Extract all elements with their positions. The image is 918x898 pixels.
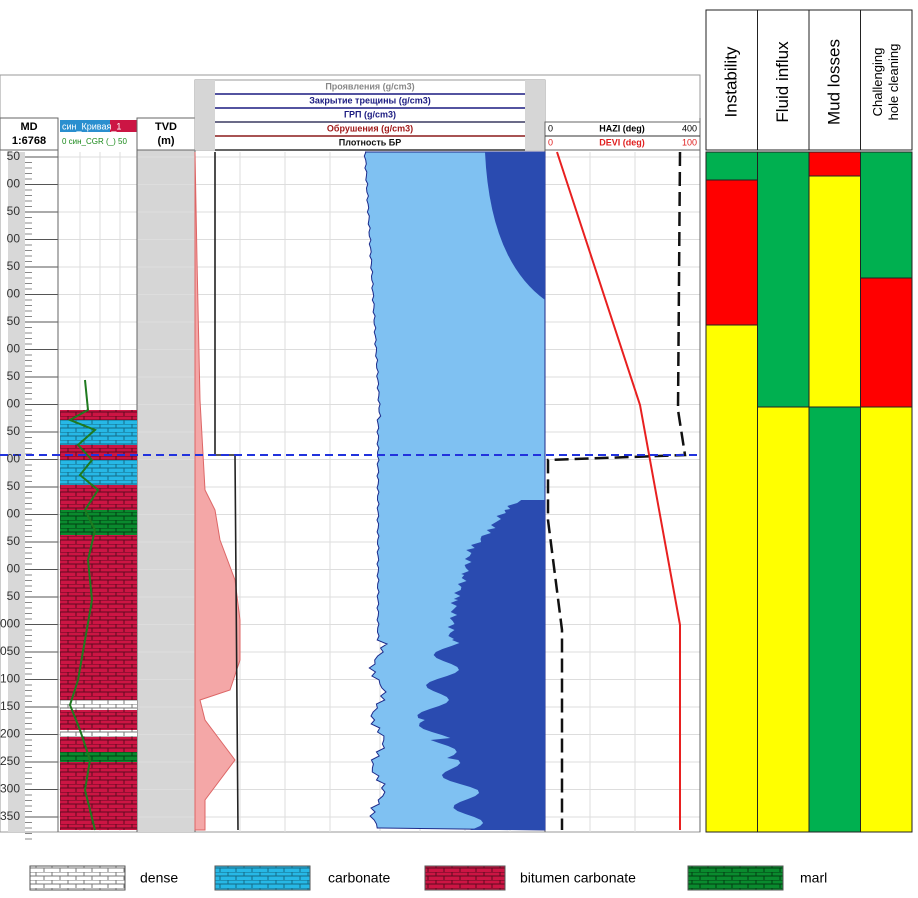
risk-cell bbox=[808, 151, 861, 177]
legend-swatch bbox=[29, 865, 126, 891]
devi-min: 0 bbox=[548, 137, 553, 147]
depth-label: 50 bbox=[7, 259, 21, 273]
litho-carbonate bbox=[60, 460, 137, 485]
legend-swatch bbox=[687, 865, 784, 891]
risk-cell bbox=[705, 151, 758, 181]
depth-strip bbox=[8, 152, 25, 832]
legend-swatch bbox=[214, 865, 311, 891]
legend-label: dense bbox=[140, 870, 178, 886]
legend-label: carbonate bbox=[328, 870, 390, 886]
header-margin bbox=[525, 80, 545, 150]
risk-cell bbox=[860, 277, 913, 408]
depth-label: 50 bbox=[7, 314, 21, 328]
tvd-unit: (m) bbox=[157, 135, 174, 147]
litho-dense bbox=[60, 730, 137, 737]
md-header bbox=[0, 117, 59, 151]
curve-label: Обрушения (g/cm3) bbox=[327, 123, 413, 133]
risk-title: Mud losses bbox=[824, 39, 843, 125]
hazi-name: HAZI (deg) bbox=[599, 123, 645, 133]
legend-swatch bbox=[424, 865, 506, 891]
litho-marl bbox=[60, 752, 137, 762]
depth-label: 050 bbox=[0, 644, 20, 658]
depth-label: 00 bbox=[7, 562, 21, 576]
risk-title: Fluid influx bbox=[773, 41, 792, 123]
risk-cell bbox=[808, 175, 861, 408]
cgr-header: 0 син_CGR (_) 50 bbox=[62, 137, 127, 146]
depth-label: 250 bbox=[0, 754, 20, 768]
risk-cell bbox=[705, 324, 758, 833]
depth-label: 00 bbox=[7, 452, 21, 466]
depth-label: 00 bbox=[7, 232, 21, 246]
depth-label: 100 bbox=[0, 672, 20, 686]
pressure-curve-labels: Проявления (g/cm3) Закрытие трещины (g/cm… bbox=[215, 81, 525, 151]
cgr-curve bbox=[67, 379, 100, 831]
litho-dense bbox=[60, 700, 137, 710]
kick-fill bbox=[417, 500, 545, 830]
depth-label: 200 bbox=[0, 727, 20, 741]
risk-table: Instability Fluid influx Mud losses Challen… bbox=[705, 9, 913, 833]
frac-zone bbox=[485, 152, 545, 300]
log-area: MD 1:6768 син_Кривая_1 0 син_CGR (_) 50 … bbox=[0, 74, 701, 840]
depth-label: 00 bbox=[7, 507, 21, 521]
depth-label: 50 bbox=[7, 204, 21, 218]
headers: MD 1:6768 син_Кривая_1 0 син_CGR (_) 50 … bbox=[0, 79, 701, 151]
legend-label: marl bbox=[800, 870, 827, 886]
depth-label: 00 bbox=[7, 397, 21, 411]
risk-cell bbox=[757, 406, 810, 833]
curve-label: Плотность БР bbox=[339, 137, 401, 147]
depth-label: 50 bbox=[7, 534, 21, 548]
risk-cell bbox=[705, 179, 758, 326]
litho-carbonate bbox=[60, 420, 137, 445]
depth-label: 50 bbox=[7, 479, 21, 493]
depth-label: 150 bbox=[0, 699, 20, 713]
depth-label: 50 bbox=[7, 424, 21, 438]
devi-curve bbox=[556, 151, 681, 830]
devi-name: DEVI (deg) bbox=[599, 137, 645, 147]
curve-label: ГРП (g/cm3) bbox=[344, 109, 396, 119]
risk-cell bbox=[808, 406, 861, 833]
depth-label: 00 bbox=[7, 287, 21, 301]
depth-label: 50 bbox=[7, 149, 21, 163]
tvd-strip bbox=[137, 118, 195, 832]
curve-label: Закрытие трещины (g/cm3) bbox=[309, 95, 430, 105]
curve-label: Проявления (g/cm3) bbox=[325, 81, 414, 91]
risk-columns: Instability Fluid influx Mud losses Challen… bbox=[705, 10, 913, 833]
risk-title: hole cleaning bbox=[886, 44, 901, 121]
tvd-header bbox=[136, 117, 196, 151]
depth-label: 350 bbox=[0, 809, 20, 823]
depth-label: 50 bbox=[7, 369, 21, 383]
depth-label: 000 bbox=[0, 617, 20, 631]
litho-header-bar bbox=[110, 120, 137, 132]
md-title: MD bbox=[20, 121, 37, 133]
hazi-max: 400 bbox=[682, 123, 697, 133]
hazi-curve bbox=[546, 151, 687, 830]
risk-cell bbox=[860, 406, 913, 833]
header-margin bbox=[195, 80, 215, 150]
depth-label: 300 bbox=[0, 782, 20, 796]
pressure-header bbox=[194, 79, 546, 151]
depth-label: 00 bbox=[7, 177, 21, 191]
risk-title: Challenging bbox=[870, 48, 885, 117]
risk-cell bbox=[860, 151, 913, 279]
hazi-min: 0 bbox=[548, 123, 553, 133]
tvd-title: TVD bbox=[155, 121, 177, 133]
legend-label: bitumen carbonate bbox=[520, 870, 636, 886]
risk-title: Instability bbox=[721, 46, 740, 117]
litho-marl bbox=[60, 510, 137, 535]
collapse-fill bbox=[194, 151, 241, 831]
risk-cell bbox=[757, 151, 810, 408]
depth-label: 00 bbox=[7, 342, 21, 356]
depth-label: 50 bbox=[7, 589, 21, 603]
litho-curve-name: син_Кривая_1 bbox=[62, 121, 121, 131]
legend: dense carbonate bitumen carbonate marl bbox=[29, 865, 827, 891]
md-scale: 1:6768 bbox=[12, 135, 46, 147]
devi-max: 100 bbox=[682, 137, 697, 147]
